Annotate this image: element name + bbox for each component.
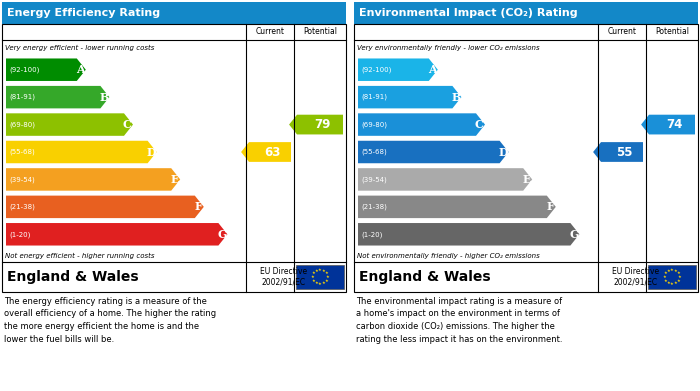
Text: Energy Efficiency Rating: Energy Efficiency Rating <box>7 8 160 18</box>
Text: G: G <box>217 229 227 240</box>
Polygon shape <box>6 59 86 81</box>
Text: ★: ★ <box>311 275 315 279</box>
Text: 55: 55 <box>616 145 632 158</box>
Text: (92-100): (92-100) <box>9 66 39 73</box>
Text: Not environmentally friendly - higher CO₂ emissions: Not environmentally friendly - higher CO… <box>357 253 540 259</box>
Text: B: B <box>99 91 108 103</box>
Polygon shape <box>6 196 204 218</box>
Polygon shape <box>289 115 343 135</box>
Text: ★: ★ <box>322 269 326 273</box>
Text: D: D <box>498 147 508 158</box>
Text: (21-38): (21-38) <box>9 204 35 210</box>
Text: ★: ★ <box>312 279 316 283</box>
Text: ★: ★ <box>314 281 318 285</box>
Text: G: G <box>569 229 578 240</box>
Text: Potential: Potential <box>303 27 337 36</box>
Polygon shape <box>6 86 109 108</box>
Text: A: A <box>76 64 85 75</box>
Text: (1-20): (1-20) <box>361 231 382 238</box>
Polygon shape <box>358 223 580 246</box>
Text: 74: 74 <box>666 118 682 131</box>
Polygon shape <box>358 196 556 218</box>
Text: ★: ★ <box>312 271 316 275</box>
Text: ★: ★ <box>673 269 678 273</box>
Text: ★: ★ <box>318 268 322 272</box>
Text: ★: ★ <box>678 275 681 279</box>
Text: E: E <box>170 174 178 185</box>
Text: (55-68): (55-68) <box>361 149 386 155</box>
Bar <box>354 2 698 24</box>
Text: ★: ★ <box>314 269 318 273</box>
Text: England & Wales: England & Wales <box>7 270 139 284</box>
Polygon shape <box>358 168 532 191</box>
Text: Not energy efficient - higher running costs: Not energy efficient - higher running co… <box>5 253 155 259</box>
Text: England & Wales: England & Wales <box>359 270 491 284</box>
Text: ★: ★ <box>664 279 668 283</box>
Text: The energy efficiency rating is a measure of the
overall efficiency of a home. T: The energy efficiency rating is a measur… <box>4 297 216 344</box>
Text: (69-80): (69-80) <box>361 121 387 128</box>
Polygon shape <box>358 86 461 108</box>
Polygon shape <box>358 141 509 163</box>
Text: A: A <box>428 64 437 75</box>
Text: ★: ★ <box>676 271 680 275</box>
Bar <box>648 265 696 289</box>
Polygon shape <box>6 168 180 191</box>
Text: ★: ★ <box>318 282 322 286</box>
Text: ★: ★ <box>670 268 674 272</box>
Text: Current: Current <box>256 27 284 36</box>
Text: (21-38): (21-38) <box>361 204 387 210</box>
Text: (69-80): (69-80) <box>9 121 35 128</box>
Text: (39-54): (39-54) <box>9 176 35 183</box>
Text: (92-100): (92-100) <box>361 66 391 73</box>
Text: ★: ★ <box>673 281 678 285</box>
Text: (1-20): (1-20) <box>9 231 30 238</box>
Text: Potential: Potential <box>655 27 689 36</box>
Bar <box>296 265 344 289</box>
Text: (81-91): (81-91) <box>9 94 35 100</box>
Text: (39-54): (39-54) <box>361 176 386 183</box>
Text: B: B <box>451 91 461 103</box>
Polygon shape <box>241 142 291 162</box>
Polygon shape <box>6 141 157 163</box>
Text: EU Directive
2002/91/EC: EU Directive 2002/91/EC <box>612 267 659 287</box>
Text: ★: ★ <box>664 271 668 275</box>
Polygon shape <box>593 142 643 162</box>
Polygon shape <box>358 59 438 81</box>
Polygon shape <box>6 223 228 246</box>
Text: (81-91): (81-91) <box>361 94 387 100</box>
Text: Current: Current <box>608 27 636 36</box>
Bar <box>2 2 346 24</box>
Text: C: C <box>475 119 484 130</box>
Text: 79: 79 <box>314 118 330 131</box>
Bar <box>2 24 346 292</box>
Text: E: E <box>522 174 531 185</box>
Text: Very environmentally friendly - lower CO₂ emissions: Very environmentally friendly - lower CO… <box>357 45 540 51</box>
Text: ★: ★ <box>324 271 328 275</box>
Text: Very energy efficient - lower running costs: Very energy efficient - lower running co… <box>5 45 155 51</box>
Text: EU Directive
2002/91/EC: EU Directive 2002/91/EC <box>260 267 307 287</box>
Text: ★: ★ <box>670 282 674 286</box>
Text: The environmental impact rating is a measure of
a home's impact on the environme: The environmental impact rating is a mea… <box>356 297 563 344</box>
Text: D: D <box>146 147 156 158</box>
Text: ★: ★ <box>322 281 326 285</box>
Bar <box>354 24 698 292</box>
Text: F: F <box>194 201 202 212</box>
Polygon shape <box>641 115 695 135</box>
Text: ★: ★ <box>666 269 671 273</box>
Text: ★: ★ <box>676 279 680 283</box>
Text: ★: ★ <box>666 281 671 285</box>
Text: ★: ★ <box>326 275 329 279</box>
Text: F: F <box>546 201 554 212</box>
Text: 63: 63 <box>264 145 280 158</box>
Polygon shape <box>6 113 133 136</box>
Text: ★: ★ <box>324 279 328 283</box>
Polygon shape <box>358 113 485 136</box>
Text: ★: ★ <box>663 275 666 279</box>
Text: Environmental Impact (CO₂) Rating: Environmental Impact (CO₂) Rating <box>359 8 578 18</box>
Text: C: C <box>123 119 132 130</box>
Text: (55-68): (55-68) <box>9 149 35 155</box>
